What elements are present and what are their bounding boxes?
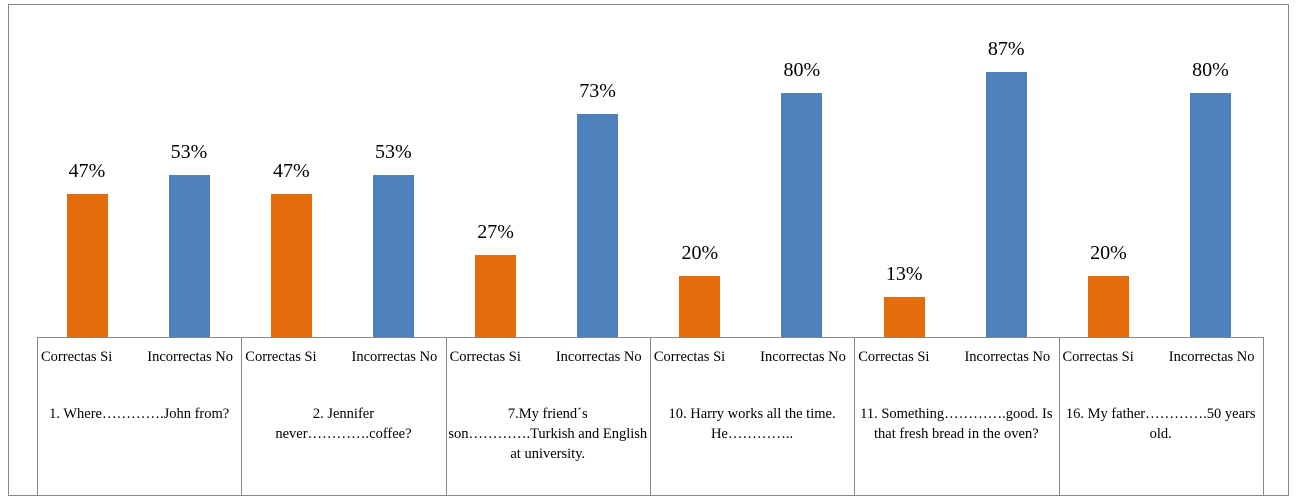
category-label: 2. Jennifer never………….coffee? — [275, 406, 412, 442]
data-label: 13% — [885, 263, 923, 286]
category-divider — [445, 337, 447, 495]
category-label: 10. Harry works all the time. He………….. — [668, 406, 836, 442]
data-label: 20% — [681, 242, 719, 264]
series-label: Incorrectas No — [351, 349, 438, 365]
bar — [577, 114, 619, 337]
bar — [1088, 276, 1129, 337]
series-label: Incorrectas No — [555, 349, 642, 365]
series-label: Incorrectas No — [760, 349, 846, 365]
data-label: 47% — [272, 159, 310, 182]
data-label: 27% — [477, 220, 514, 243]
data-label: 73% — [579, 80, 616, 103]
series-label: Correctas Si — [449, 349, 521, 365]
data-label: 53% — [374, 141, 412, 164]
bar — [1190, 93, 1231, 337]
category-divider — [37, 337, 38, 495]
series-label: Correctas Si — [653, 349, 726, 365]
bar — [475, 254, 517, 337]
data-label: 80% — [783, 59, 821, 81]
series-label: Correctas Si — [1062, 349, 1134, 365]
data-label: 87% — [987, 37, 1025, 60]
bar — [985, 71, 1027, 337]
category-divider — [1058, 337, 1060, 495]
data-label: 20% — [1090, 242, 1127, 264]
series-label: Incorrectas No — [964, 349, 1051, 365]
data-label: 53% — [170, 141, 208, 164]
bar — [372, 175, 414, 337]
bar — [679, 276, 721, 337]
category-label: 11. Something………….good. Is that fresh br… — [860, 406, 1053, 442]
series-label: Incorrectas No — [1168, 349, 1255, 365]
series-label: Correctas Si — [41, 349, 113, 365]
data-label: 47% — [68, 159, 106, 182]
category-divider — [854, 337, 856, 495]
bar — [168, 175, 210, 337]
series-label: Correctas Si — [245, 349, 317, 365]
chart-frame — [8, 4, 1289, 496]
category-divider — [1262, 337, 1264, 495]
data-label: 80% — [1192, 59, 1229, 81]
bar — [883, 297, 925, 337]
bar — [66, 193, 108, 337]
category-label: 7.My friend´s son………….Turkish and Englis… — [448, 406, 648, 462]
category-divider — [649, 337, 651, 495]
bar — [270, 193, 312, 337]
series-label: Incorrectas No — [147, 349, 233, 365]
category-label: 16. My father………….50 years old. — [1065, 406, 1256, 442]
category-label: 1. Where………….John from? — [49, 406, 230, 422]
category-divider — [241, 337, 243, 495]
bar — [781, 93, 823, 337]
series-label: Correctas Si — [858, 349, 930, 365]
